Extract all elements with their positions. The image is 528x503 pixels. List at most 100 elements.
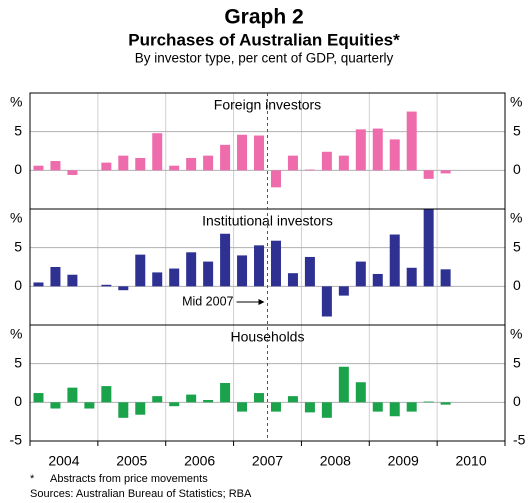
bar (33, 393, 44, 403)
bar (203, 400, 214, 403)
bar (406, 111, 417, 171)
bar (372, 402, 383, 412)
y-tick-label: -5 (10, 432, 23, 448)
bar (84, 402, 95, 409)
bar (203, 261, 214, 287)
y-unit: % (10, 210, 22, 226)
bar (169, 268, 180, 287)
bar (372, 128, 383, 171)
bar (118, 402, 129, 418)
bar (50, 267, 61, 287)
bar (237, 255, 248, 287)
bar (355, 261, 366, 287)
bar (101, 162, 112, 171)
panel-frame (29, 324, 506, 442)
y-unit-right: % (510, 326, 522, 342)
bar (237, 402, 248, 412)
bar (423, 401, 434, 403)
bar (355, 129, 366, 171)
bar (270, 170, 281, 188)
y-tick-label: 5 (14, 354, 22, 370)
bar (152, 272, 163, 287)
bar (423, 209, 434, 287)
bar (389, 234, 400, 287)
y-tick-label: 0 (14, 161, 22, 177)
bar (118, 286, 129, 291)
bar (270, 402, 281, 412)
footnote: Abstracts from price movements (50, 473, 208, 485)
x-tick-label: 2004 (48, 453, 79, 469)
bar (33, 282, 44, 287)
bar (169, 165, 180, 171)
bar (321, 402, 332, 418)
bar (406, 402, 417, 412)
bar (423, 170, 434, 179)
panel-title: Foreign investors (214, 97, 321, 113)
bar (389, 139, 400, 171)
bar (321, 151, 332, 171)
bar (135, 402, 146, 415)
bar (220, 233, 231, 287)
bar (186, 394, 197, 403)
y-unit-right: % (510, 210, 522, 226)
y-tick-label-right: 0 (513, 277, 521, 293)
bar (135, 254, 146, 287)
bar (67, 387, 78, 403)
bar (355, 382, 366, 403)
y-tick-label: 0 (14, 393, 22, 409)
bar (440, 402, 451, 405)
y-unit: % (10, 94, 22, 110)
bar (389, 402, 400, 417)
bar (254, 245, 265, 287)
y-tick-label: 5 (14, 238, 22, 254)
bar (440, 269, 451, 287)
bar (287, 396, 298, 403)
bar (203, 155, 214, 171)
y-unit-right: % (510, 94, 522, 110)
bar (220, 144, 231, 171)
bar (304, 402, 315, 413)
bar (135, 157, 146, 171)
bar (101, 386, 112, 403)
bar (254, 135, 265, 171)
chart-subtitle: Purchases of Australian Equities* (128, 30, 400, 49)
bar (152, 396, 163, 403)
x-tick-label: 2006 (184, 453, 215, 469)
x-tick-label: 2005 (116, 453, 147, 469)
bar (338, 366, 349, 403)
bar (169, 402, 180, 407)
y-tick-label-right: 5 (513, 122, 521, 138)
annotation: Mid 2007 (182, 294, 233, 308)
bar (50, 161, 61, 171)
bar (152, 133, 163, 171)
y-tick-label-right: 5 (513, 238, 521, 254)
bar (287, 273, 298, 287)
bar (33, 165, 44, 171)
bar (270, 240, 281, 287)
source: Sources: Australian Bureau of Statistics… (30, 488, 252, 500)
bar (254, 393, 265, 403)
y-tick-label: 5 (14, 122, 22, 138)
bar (304, 169, 315, 171)
bar (338, 155, 349, 171)
y-tick-label-right: 5 (513, 354, 521, 370)
bar (118, 155, 129, 171)
bar (304, 256, 315, 287)
bar (101, 284, 112, 287)
footnote-marker: * (30, 473, 35, 485)
bar (237, 134, 248, 171)
y-unit: % (10, 326, 22, 342)
y-tick-label-right: 0 (513, 161, 521, 177)
chart-title: Graph 2 (224, 6, 303, 29)
bar (406, 267, 417, 287)
bar (440, 170, 451, 174)
y-tick-label-right: 0 (513, 393, 521, 409)
bar (186, 157, 197, 171)
bar (321, 286, 332, 317)
x-tick-label: 2007 (252, 453, 283, 469)
bar (67, 274, 78, 287)
x-tick-label: 2010 (455, 453, 486, 469)
x-tick-label: 2008 (320, 453, 351, 469)
bar (287, 155, 298, 171)
